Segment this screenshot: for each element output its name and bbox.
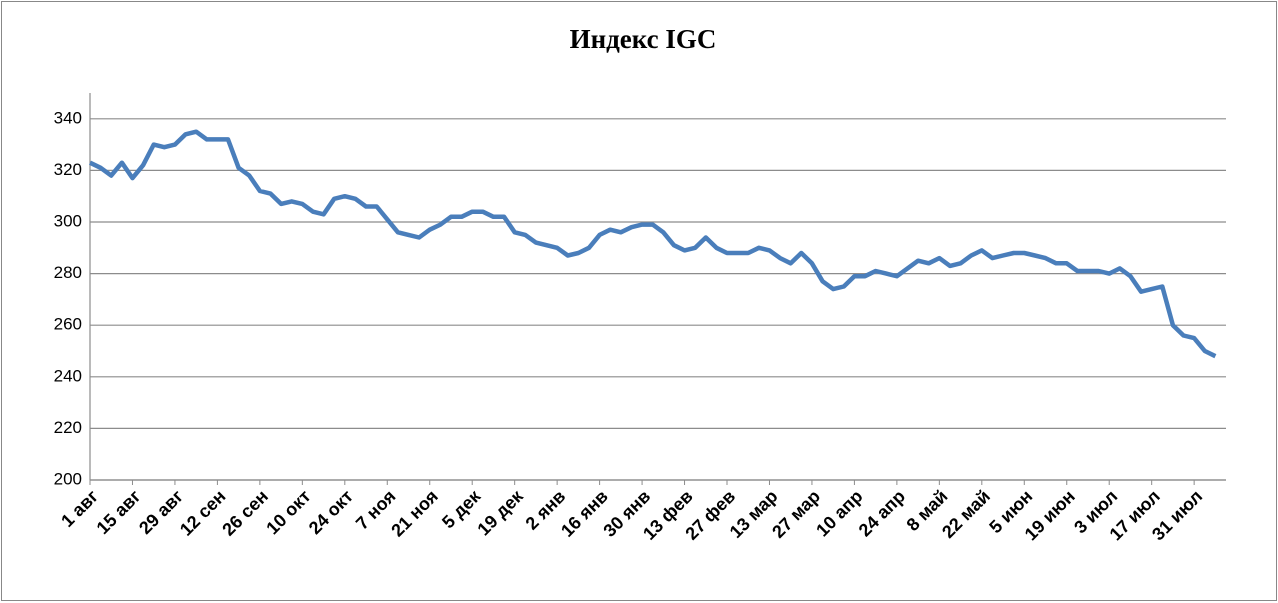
y-tick-label: 280 [54,263,82,282]
y-tick-label: 300 [54,211,82,230]
y-tick-label: 220 [54,418,82,437]
y-tick-label: 260 [54,315,82,334]
y-tick-label: 240 [54,366,82,385]
y-tick-label: 200 [54,469,82,488]
y-tick-label: 340 [54,108,82,127]
chart-title: Индекс IGC [570,24,717,54]
data-line [89,129,1217,359]
y-tick-label: 320 [54,160,82,179]
